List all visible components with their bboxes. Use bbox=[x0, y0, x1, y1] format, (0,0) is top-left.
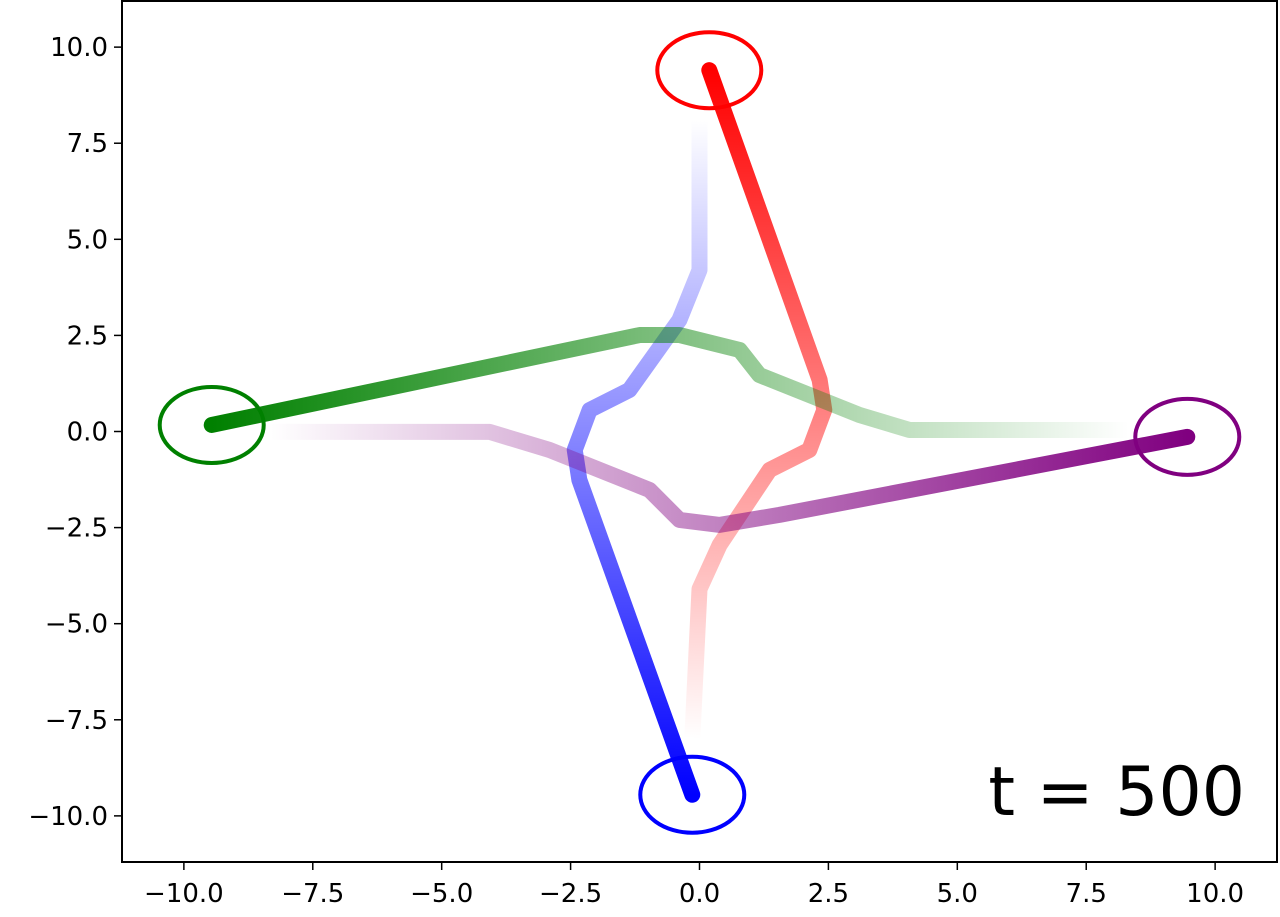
x-tick-label: −10.0 bbox=[144, 879, 224, 909]
x-tick-label: 0.0 bbox=[679, 879, 720, 909]
annotation: t = 500 bbox=[988, 753, 1245, 832]
x-tick-label: −2.5 bbox=[539, 879, 602, 909]
plot-frame bbox=[121, 0, 1278, 863]
trajectory bbox=[566, 112, 708, 803]
x-tick-label: 5.0 bbox=[937, 879, 978, 909]
x-tick-label: −5.0 bbox=[410, 879, 473, 909]
y-tick-label: 2.5 bbox=[67, 321, 108, 351]
y-tick-label: 0.0 bbox=[67, 418, 108, 448]
position-marker bbox=[638, 754, 747, 835]
y-tick-label: 10.0 bbox=[50, 33, 108, 63]
x-tick-label: −7.5 bbox=[281, 879, 344, 909]
position-marker bbox=[1133, 396, 1242, 477]
x-tick-label: 10.0 bbox=[1186, 879, 1244, 909]
y-tick-label: −5.0 bbox=[45, 610, 108, 640]
trajectory bbox=[261, 423, 1196, 533]
position-marker bbox=[157, 384, 266, 465]
y-tick-label: 5.0 bbox=[67, 225, 108, 255]
trajectory bbox=[684, 62, 833, 747]
y-tick-label: −2.5 bbox=[45, 514, 108, 544]
position-marker bbox=[655, 30, 764, 111]
x-tick-label: 2.5 bbox=[808, 879, 849, 909]
y-tick-label: −7.5 bbox=[45, 706, 108, 736]
y-tick-label: 7.5 bbox=[67, 129, 108, 159]
y-tick-label: −10.0 bbox=[28, 802, 108, 832]
x-tick-label: 7.5 bbox=[1066, 879, 1107, 909]
trajectory bbox=[203, 327, 1138, 438]
